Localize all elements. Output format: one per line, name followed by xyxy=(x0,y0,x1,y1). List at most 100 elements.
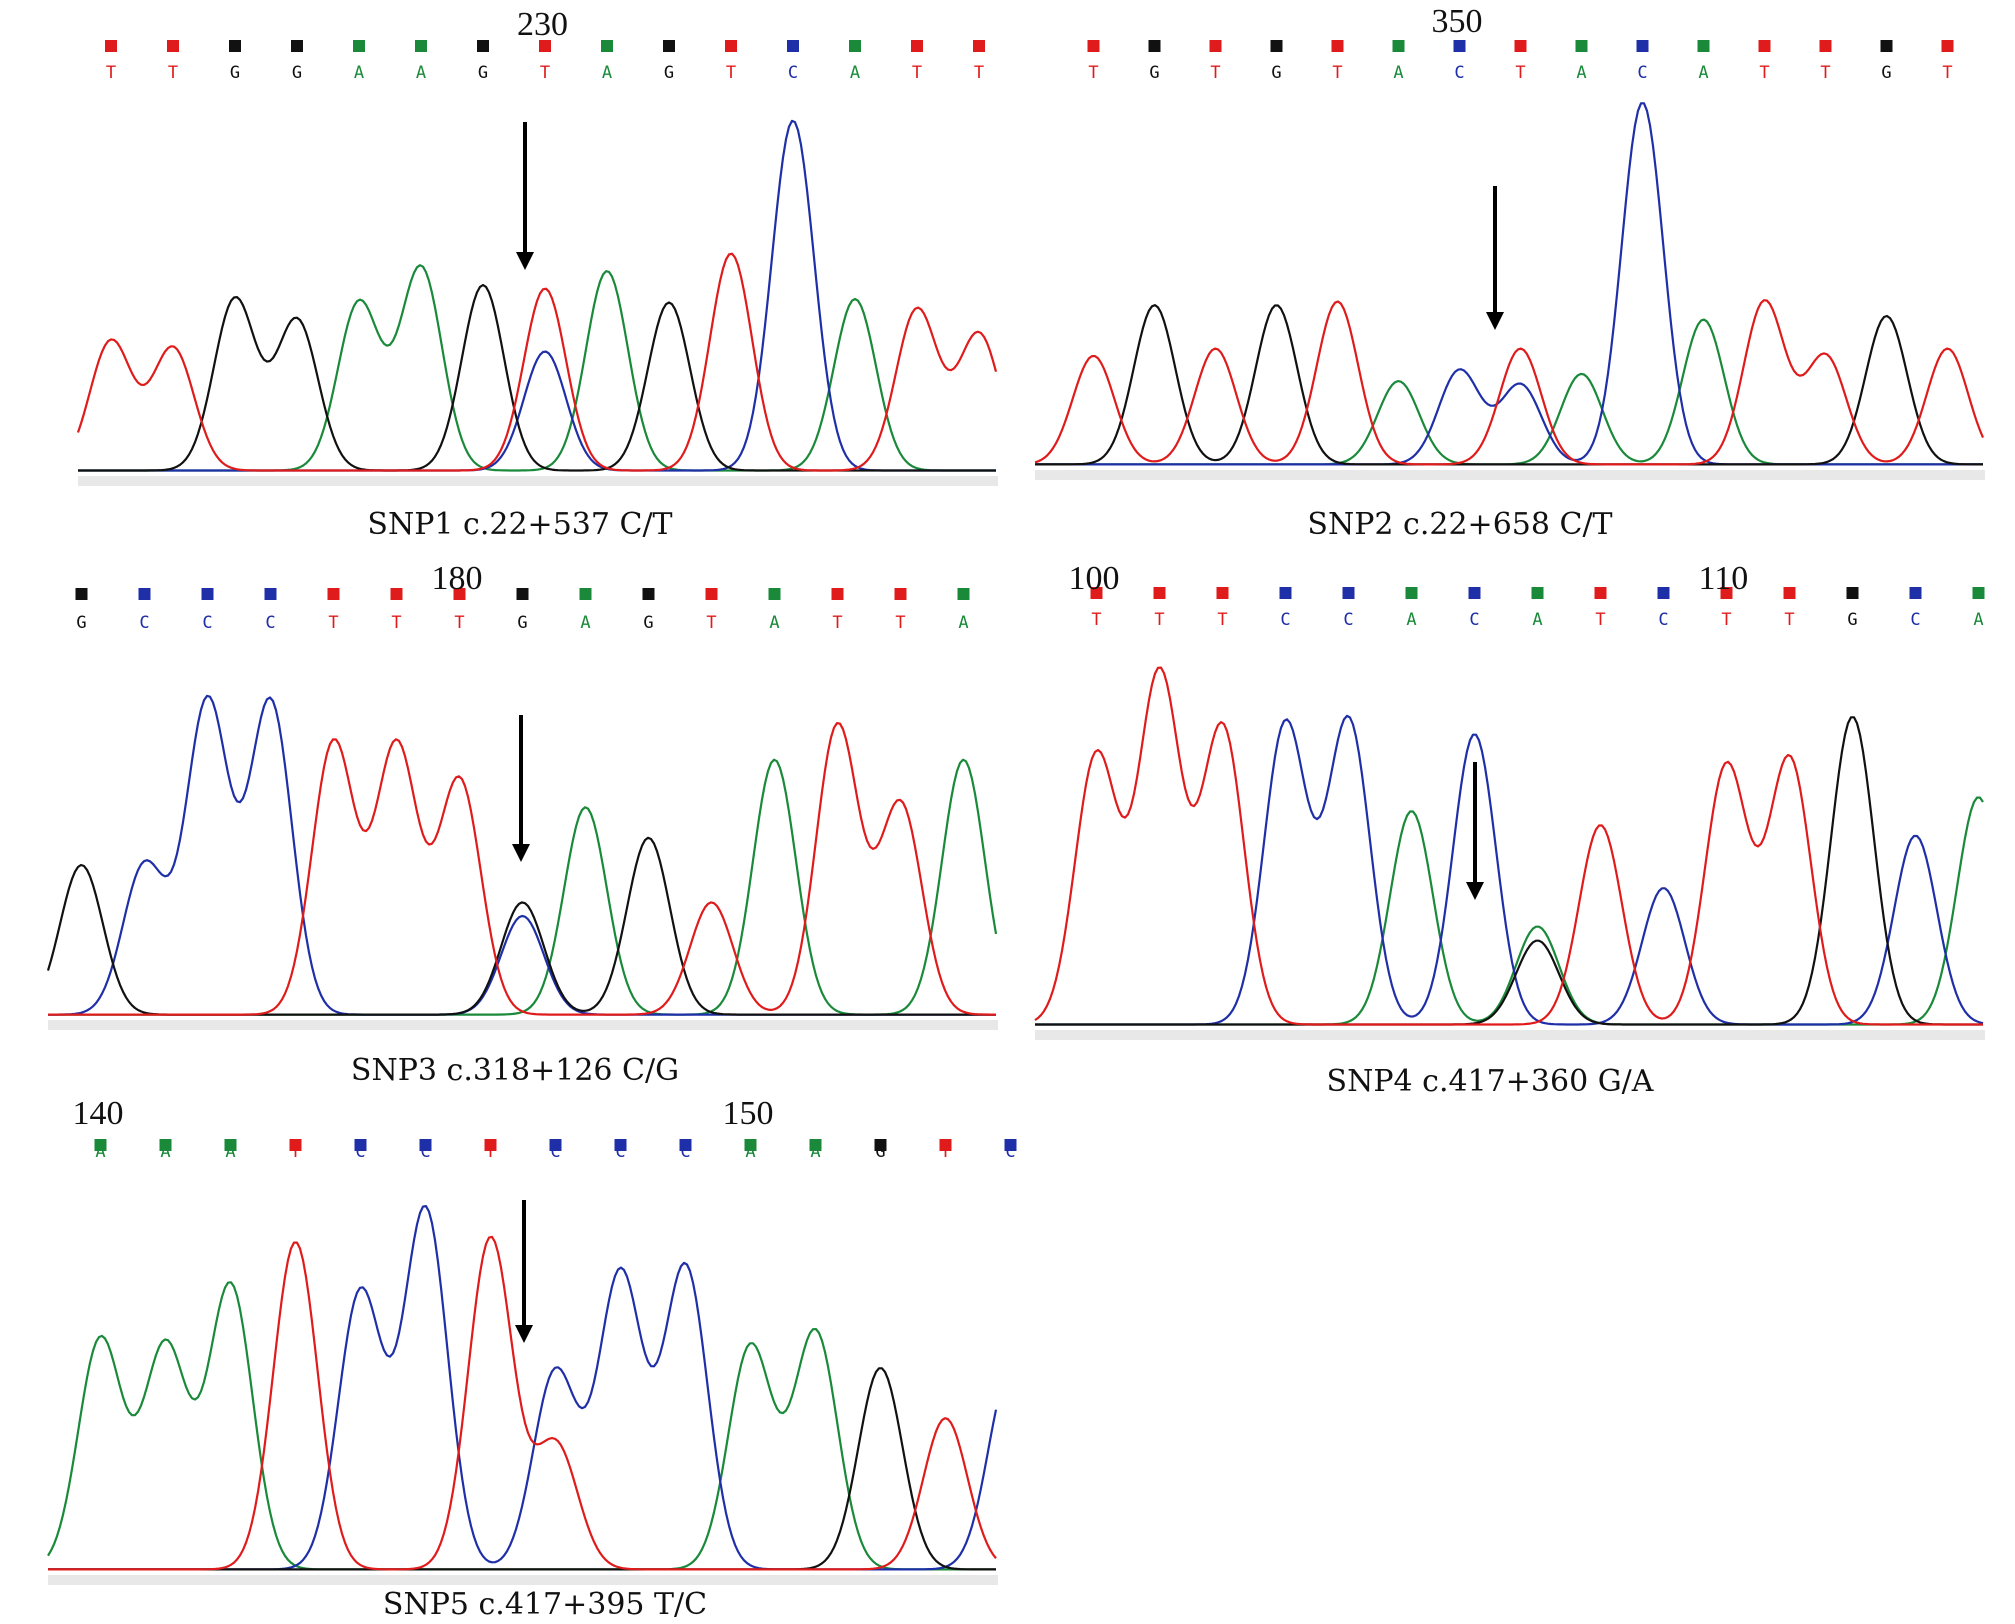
base-call-letter: G xyxy=(875,1142,885,1162)
base-call-letter: T xyxy=(1154,610,1164,630)
base-quality-marker xyxy=(768,588,781,600)
base-quality-marker xyxy=(1468,587,1481,599)
base-quality-marker xyxy=(477,40,489,52)
base-quality-marker xyxy=(1720,587,1733,599)
base-call-letter: T xyxy=(912,63,922,83)
base-call-letter: G xyxy=(1881,63,1891,83)
snp-arrow-head xyxy=(515,1325,533,1343)
base-quality-marker xyxy=(809,1139,822,1151)
base-quality-marker xyxy=(453,588,466,600)
base-call-letter: G xyxy=(76,613,86,633)
base-quality-marker xyxy=(894,588,907,600)
trace-g xyxy=(1035,716,1983,1026)
base-call-letter: C xyxy=(550,1142,560,1162)
base-quality-marker xyxy=(614,1139,627,1151)
base-quality-marker xyxy=(167,40,179,52)
base-call-letter: C xyxy=(680,1142,690,1162)
base-call-letter: A xyxy=(850,63,860,83)
snp-arrow-head xyxy=(1466,882,1484,900)
base-call-letter: T xyxy=(1942,63,1952,83)
base-quality-marker xyxy=(353,40,365,52)
base-call-letter: G xyxy=(1271,63,1281,83)
base-quality-marker xyxy=(1087,40,1100,52)
base-quality-marker xyxy=(105,40,117,52)
base-call-letter: C xyxy=(1910,610,1920,630)
base-call-letter: C xyxy=(265,613,275,633)
base-quality-marker xyxy=(1909,587,1922,599)
base-quality-marker xyxy=(1514,40,1527,52)
base-call-letter: T xyxy=(726,63,736,83)
base-quality-marker xyxy=(484,1139,497,1151)
trace-a xyxy=(78,264,996,472)
base-call-letter: C xyxy=(420,1142,430,1162)
base-quality-marker xyxy=(1880,40,1893,52)
base-quality-marker xyxy=(1279,587,1292,599)
snp2-caption: SNP2 c.22+658 C/T xyxy=(1307,507,1613,542)
base-quality-marker xyxy=(1216,587,1229,599)
chromatogram-panel-4: T T T C C A C A T C T T G C A 100 110 xyxy=(1034,560,1985,1120)
base-call-letter: C xyxy=(788,63,798,83)
base-call-letter: T xyxy=(485,1142,495,1162)
base-call-letter: C xyxy=(139,613,149,633)
base-call-letter: T xyxy=(328,613,338,633)
base-quality-marker xyxy=(1783,587,1796,599)
base-call-letter: T xyxy=(391,613,401,633)
baseline-band xyxy=(1035,1030,1985,1040)
base-call-letter: A xyxy=(602,63,612,83)
base-quality-marker xyxy=(94,1139,107,1151)
base-quality-marker xyxy=(957,588,970,600)
base-call-letter: T xyxy=(1088,63,1098,83)
base-quality-marker xyxy=(539,40,551,52)
base-quality-marker xyxy=(1594,587,1607,599)
baseline-band xyxy=(1035,470,1985,480)
base-quality-marker xyxy=(1342,587,1355,599)
base-call-letter: A xyxy=(745,1142,755,1162)
snp-arrow-head xyxy=(512,844,530,862)
base-quality-marker xyxy=(1153,587,1166,599)
base-call-letter: T xyxy=(940,1142,950,1162)
trace-t xyxy=(48,1235,997,1571)
base-call-letter: G xyxy=(517,613,527,633)
base-call-letter: A xyxy=(958,613,968,633)
trace-t xyxy=(48,722,996,1016)
base-quality-marker xyxy=(1657,587,1670,599)
base-quality-marker xyxy=(642,588,655,600)
base-quality-marker xyxy=(1453,40,1466,52)
trace-g xyxy=(78,283,996,472)
base-quality-marker xyxy=(264,588,277,600)
base-call-letter: A xyxy=(416,63,426,83)
trace-t xyxy=(76,252,998,472)
base-call-letter: C xyxy=(1005,1142,1015,1162)
base-quality-marker xyxy=(725,40,737,52)
base-call-letter: A xyxy=(580,613,590,633)
base-call-letter: G xyxy=(478,63,488,83)
base-quality-marker xyxy=(849,40,861,52)
base-call-letter: G xyxy=(230,63,240,83)
snp-arrow-head xyxy=(516,252,534,270)
base-call-letter: A xyxy=(95,1142,105,1162)
base-quality-marker xyxy=(138,588,151,600)
base-call-letter: T xyxy=(1091,610,1101,630)
trace-c xyxy=(1035,102,1983,466)
snp5-caption: SNP5 c.417+395 T/C xyxy=(382,1587,708,1622)
base-quality-marker xyxy=(663,40,675,52)
base-call-letter: T xyxy=(1820,63,1830,83)
base-quality-marker xyxy=(1697,40,1710,52)
base-quality-marker xyxy=(289,1139,302,1151)
base-quality-marker xyxy=(787,40,799,52)
base-quality-marker xyxy=(1148,40,1161,52)
base-quality-marker xyxy=(75,588,88,600)
base-call-letter: T xyxy=(1515,63,1525,83)
base-quality-marker xyxy=(419,1139,432,1151)
base-quality-marker xyxy=(1090,587,1103,599)
base-call-letter: T xyxy=(1721,610,1731,630)
chromatogram-panel-3: G C C C T T T G A G T A T T A 180 xyxy=(46,560,998,1120)
base-call-letter: A xyxy=(354,63,364,83)
base-call-letter: T xyxy=(1332,63,1342,83)
base-call-letter: A xyxy=(1698,63,1708,83)
base-quality-marker xyxy=(911,40,923,52)
